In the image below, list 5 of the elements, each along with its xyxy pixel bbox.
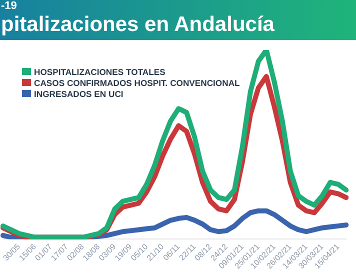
chart-title: pitalizaciones en Andalucía [1,13,274,37]
chart-subtitle: -19 [1,0,17,12]
legend-label: HOSPITALIZACIONES TOTALES [33,67,166,78]
legend-label: INGRESADOS EN UCI [33,89,124,100]
legend-label: CASOS CONFIRMADOS HOSPIT. CONVENCIONAL [33,78,240,89]
